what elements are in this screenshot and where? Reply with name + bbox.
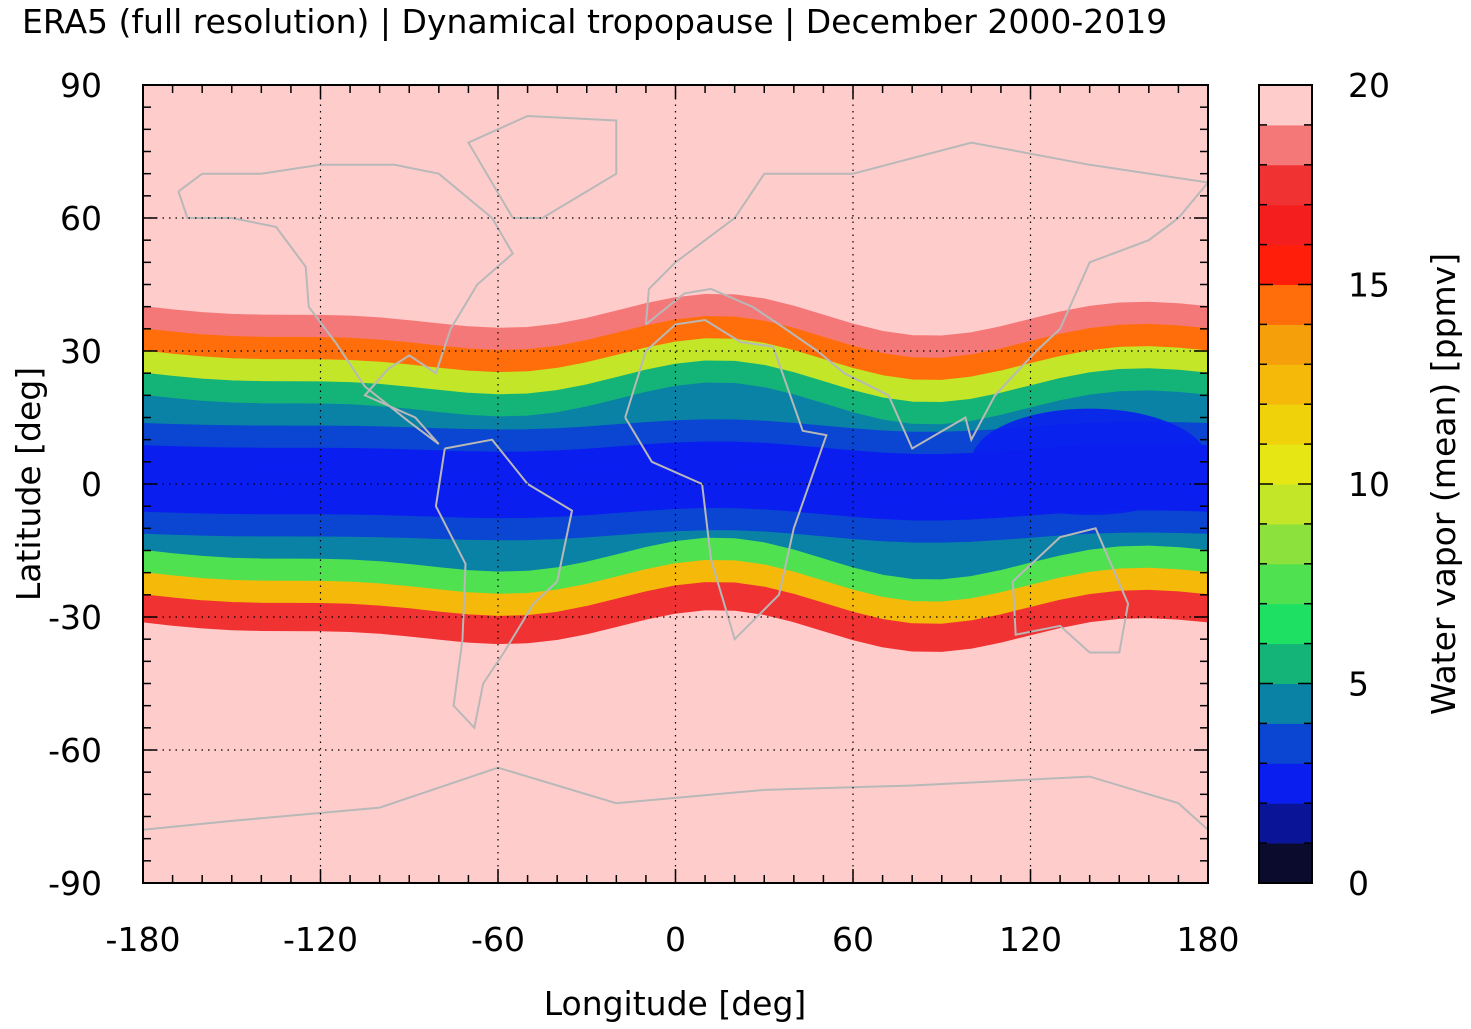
colorbar-segment — [1259, 284, 1312, 325]
colorbar-segment — [1259, 843, 1312, 884]
coastlines — [143, 114, 1208, 831]
colorbar-segment — [1259, 404, 1312, 445]
coastline — [624, 318, 828, 642]
colorbar-segment — [1259, 124, 1312, 166]
y-tick-label: -90 — [48, 864, 102, 903]
coastline — [143, 766, 1208, 831]
colorbar-segment — [1259, 763, 1312, 804]
colorbar-segment — [1259, 683, 1312, 724]
colorbar-segment — [1259, 723, 1312, 764]
y-tick-label: -30 — [48, 598, 102, 637]
x-tick-label: -120 — [283, 920, 358, 959]
colorbar-segment — [1259, 523, 1312, 565]
x-tick-label: 120 — [999, 920, 1062, 959]
x-tick-label: 0 — [665, 920, 686, 959]
water-vapor-field — [143, 293, 1208, 652]
x-tick-label: -60 — [471, 920, 525, 959]
colorbar-tick-label: 5 — [1348, 665, 1369, 704]
x-tick-labels: -180 -120 -60 0 60 120 180 — [106, 920, 1240, 959]
x-tick-label: 60 — [832, 920, 874, 959]
coastline — [434, 438, 574, 730]
y-tick-label: 60 — [60, 199, 102, 238]
colorbar-segment — [1259, 244, 1312, 285]
x-axis-label: Longitude [deg] — [544, 984, 807, 1023]
coastline — [177, 163, 515, 445]
y-tick-label: 30 — [60, 332, 102, 371]
colorbar-tick-label: 10 — [1348, 465, 1390, 504]
x-tick-label: -180 — [106, 920, 181, 959]
colorbar-tick-label: 20 — [1348, 66, 1390, 105]
y-axis-label: Latitude [deg] — [9, 367, 48, 601]
colorbar-segment — [1259, 444, 1312, 485]
colorbar-segment — [1259, 164, 1312, 206]
colorbar — [1258, 84, 1313, 884]
vapor-minimum-core — [143, 461, 285, 507]
colorbar-tick-labels: 20 15 10 5 0 — [1348, 66, 1390, 903]
colorbar-segment — [1259, 484, 1312, 525]
coastline — [644, 141, 1208, 450]
chart-title: ERA5 (full resolution) | Dynamical tropo… — [22, 2, 1167, 41]
map-plot-area — [142, 84, 1209, 884]
colorbar-segment — [1259, 204, 1312, 246]
colorbar-tick-label: 0 — [1348, 864, 1369, 903]
vapor-minimum-core — [971, 408, 1208, 516]
colorbar-segment — [1259, 85, 1312, 126]
vapor-minimum-core — [699, 466, 830, 493]
colorbar-segment — [1259, 563, 1312, 605]
colorbar-segment — [1259, 643, 1312, 684]
colorbar-segment — [1259, 364, 1312, 405]
colorbar-segment — [1259, 603, 1312, 645]
y-tick-labels: 90 60 30 0 -30 -60 -90 — [48, 66, 102, 903]
colorbar-segment — [1259, 324, 1312, 365]
colorbar-tick-label: 15 — [1348, 266, 1390, 305]
x-tick-label: 180 — [1177, 920, 1240, 959]
axis-ticks — [142, 84, 1209, 884]
vapor-band — [143, 582, 1208, 652]
coastline — [466, 114, 618, 219]
colorbar-label: Water vapor (mean) [ppmv] — [1424, 253, 1463, 715]
colorbar-segment — [1259, 803, 1312, 844]
y-tick-label: 0 — [81, 465, 102, 504]
y-tick-label: -60 — [48, 731, 102, 770]
y-tick-label: 90 — [60, 66, 102, 105]
